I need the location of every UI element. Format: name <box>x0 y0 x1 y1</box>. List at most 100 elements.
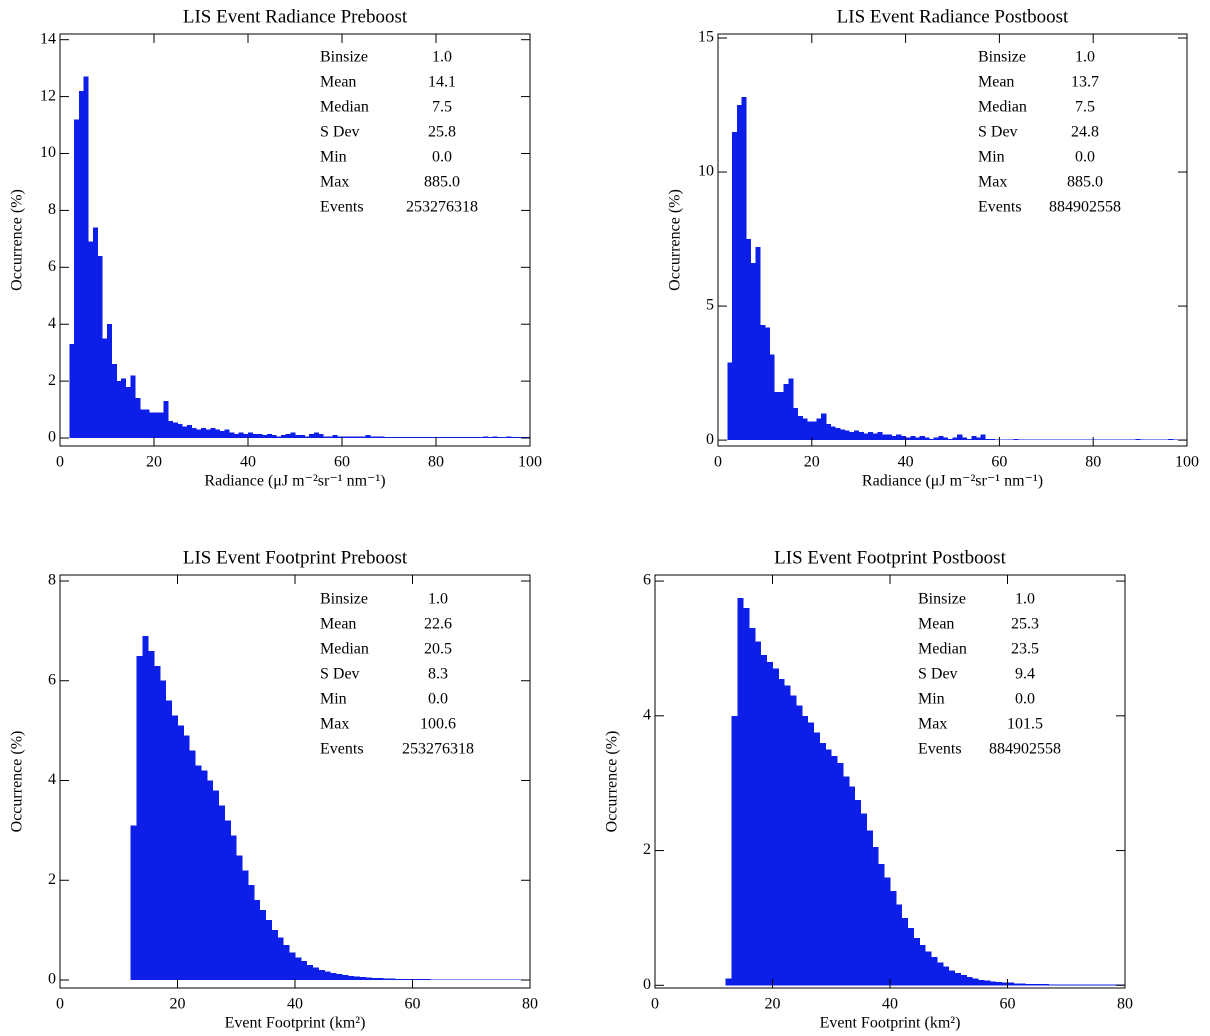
y-tick-label: 10 <box>40 144 56 161</box>
bar <box>379 436 385 439</box>
bar <box>102 338 108 439</box>
bar <box>754 641 762 986</box>
bar <box>210 428 216 439</box>
stat-label: Events <box>320 199 364 216</box>
stat-value: 0.0 <box>1075 149 1095 166</box>
bar <box>149 412 155 439</box>
bar <box>1022 439 1028 441</box>
bar <box>900 436 906 441</box>
stat-label: Max <box>978 174 1007 191</box>
bar <box>440 437 446 439</box>
y-tick-label: 0 <box>643 976 651 993</box>
bar <box>370 436 376 439</box>
bar <box>769 354 775 441</box>
bar <box>473 437 479 439</box>
stat-label: Max <box>918 716 947 733</box>
bar <box>1036 983 1044 986</box>
bar <box>389 978 396 981</box>
bar <box>1107 984 1114 986</box>
bar <box>725 978 732 986</box>
bar <box>78 90 84 439</box>
bar <box>88 241 94 439</box>
stat-label: Max <box>320 716 349 733</box>
bar <box>886 434 892 441</box>
bar <box>801 715 809 986</box>
bar <box>1163 439 1169 441</box>
x-tick-label: 80 <box>522 996 538 1013</box>
bar <box>1055 439 1061 441</box>
stat-label: Events <box>918 741 962 758</box>
bar <box>1168 438 1174 441</box>
bar <box>266 433 272 439</box>
bar <box>318 433 324 439</box>
bar <box>772 668 779 986</box>
bar <box>1042 983 1050 986</box>
bar <box>196 429 202 439</box>
bar <box>424 979 431 981</box>
bar <box>426 437 432 439</box>
stat-label: Min <box>918 691 945 708</box>
bar <box>304 436 310 439</box>
bar <box>790 695 797 986</box>
x-tick-label: 80 <box>428 454 444 471</box>
bar <box>746 239 752 441</box>
bar <box>501 437 507 439</box>
stat-label: Min <box>320 691 347 708</box>
bar <box>205 429 211 439</box>
bar <box>839 429 846 441</box>
bar <box>171 715 178 981</box>
bar <box>868 432 874 441</box>
bar <box>356 436 362 439</box>
bar <box>1088 439 1094 441</box>
bar <box>737 597 744 986</box>
bar <box>342 975 349 981</box>
stat-value: 25.8 <box>428 124 456 141</box>
bar <box>242 870 249 981</box>
bar <box>984 980 991 986</box>
bar <box>1140 439 1146 441</box>
bar <box>236 855 243 981</box>
stat-value: 100.6 <box>420 716 456 733</box>
bar <box>182 426 188 439</box>
x-tick-label: 40 <box>898 454 914 471</box>
x-tick-label: 40 <box>287 996 303 1013</box>
bar <box>154 665 161 981</box>
bar <box>468 437 474 439</box>
bar <box>931 957 938 986</box>
bar <box>511 437 517 439</box>
bar <box>1101 984 1108 986</box>
bar <box>1019 983 1026 986</box>
stat-value: 25.3 <box>1011 616 1039 633</box>
bar <box>937 962 944 986</box>
bar <box>971 436 977 441</box>
bar <box>807 722 815 986</box>
bar <box>252 433 258 439</box>
bar <box>929 438 935 441</box>
bar <box>412 437 418 439</box>
bar <box>359 977 366 981</box>
bar <box>337 436 343 439</box>
bar <box>398 437 404 439</box>
chart-title: LIS Event Footprint Preboost <box>183 547 408 568</box>
x-tick-label: 0 <box>651 996 659 1013</box>
bar <box>497 437 503 439</box>
bar <box>816 418 822 441</box>
y-tick-label: 10 <box>698 163 714 180</box>
bar <box>332 435 338 439</box>
bar <box>290 432 296 439</box>
bar <box>924 437 930 441</box>
bar <box>1078 984 1085 986</box>
y-tick-label: 6 <box>48 671 56 688</box>
stat-value: 9.4 <box>1015 666 1035 683</box>
bar <box>412 979 419 981</box>
bar <box>309 433 315 439</box>
x-tick-label: 40 <box>240 454 256 471</box>
stat-value: 101.5 <box>1007 716 1043 733</box>
bar <box>139 409 145 439</box>
bar <box>283 945 290 981</box>
bar <box>1031 983 1038 986</box>
stat-value: 1.0 <box>1015 591 1035 608</box>
bar <box>905 437 911 441</box>
stat-label: Mean <box>320 616 356 633</box>
